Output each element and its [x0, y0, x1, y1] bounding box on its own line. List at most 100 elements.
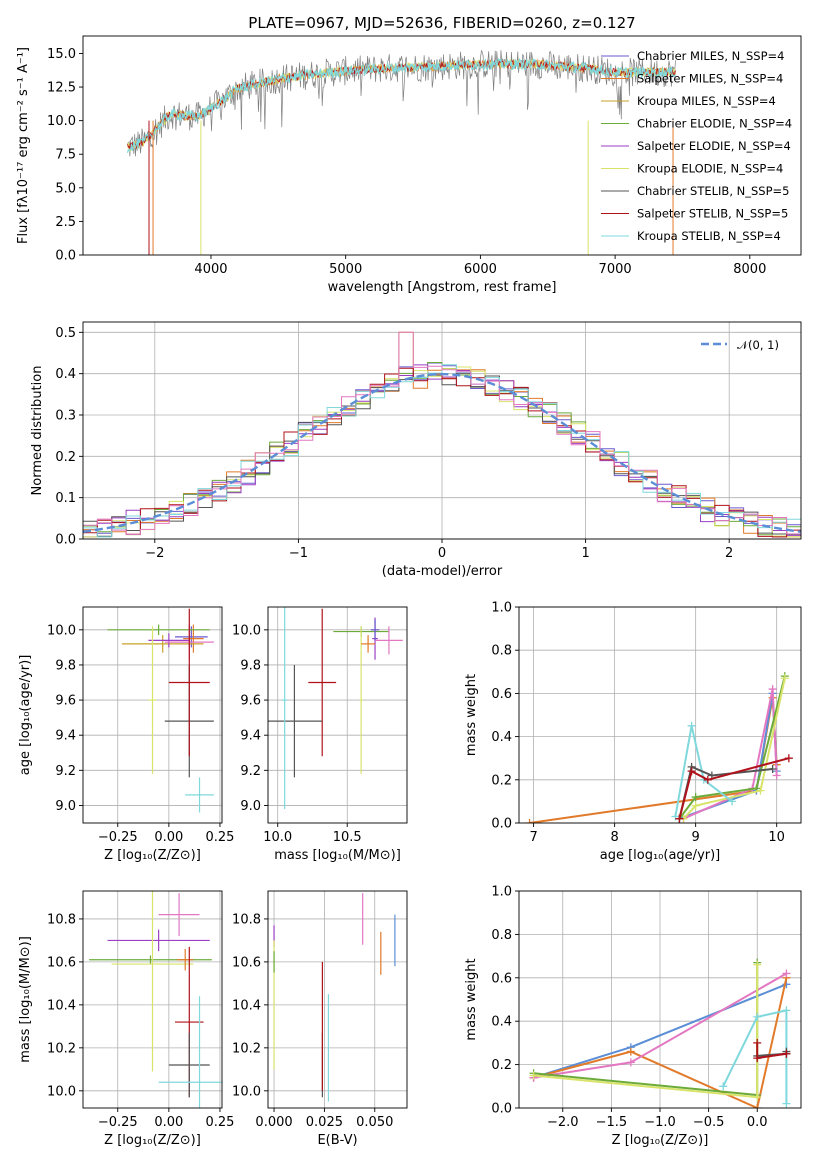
y-axis-label: mass weight [464, 958, 479, 1040]
legend-label-normal: 𝒩(0, 1) [737, 338, 779, 352]
y-axis-label: age [log₁₀(age/yr)] [18, 655, 33, 776]
weight-marker-ks [753, 1012, 762, 1021]
axes-frame [267, 606, 408, 824]
weight-line-sm [533, 977, 788, 1108]
y-tick-label: 0.8 [491, 644, 512, 659]
weight-marker-ke [753, 960, 762, 969]
spectrum-line [127, 49, 676, 157]
x-tick-label: 6000 [464, 262, 497, 277]
age-vs-metallicity-panel: −0.25 0.00 0.25 9.0 9.2 9.4 9.6 9.8 10.0 Z [log₁₀… [18, 606, 234, 863]
age-vs-mass-panel: 10.0 10.5 9.0 9.2 9.4 9.6 9.8 10.0 mass [log₁₀(M… [232, 606, 408, 863]
y-tick-label: 0.3 [55, 409, 76, 424]
y-tick-label: 9.6 [240, 694, 261, 709]
legend-label-cm: Chabrier MILES, N_SSP=4 [637, 49, 784, 63]
x-tick-label: 10.0 [263, 830, 292, 845]
y-tick-label: 9.4 [240, 729, 261, 744]
weight-marker-ss [753, 1038, 762, 1047]
axes-frame [82, 890, 223, 1109]
y-tick-label: 10.4 [47, 998, 76, 1013]
legend-label-cs: Chabrier STELIB, N_SSP=5 [637, 184, 789, 198]
y-tick-label: 0.2 [55, 450, 76, 465]
y-tick-label: 9.8 [55, 658, 76, 673]
weight-marker-pink [626, 1058, 635, 1067]
chart-title: PLATE=0967, MJD=52636, FIBERID=0260, z=0… [248, 14, 635, 32]
y-tick-label: 10.2 [232, 1041, 261, 1056]
x-tick-label: 0.025 [306, 1115, 343, 1130]
weight-marker-pink [772, 771, 781, 780]
weight-line-ce [533, 962, 759, 1097]
y-tick-label: 5.0 [55, 181, 76, 196]
plot-area [107, 608, 214, 813]
weight-marker-ss [675, 814, 684, 823]
x-tick-label: −1.5 [596, 1115, 628, 1130]
y-axis-label: mass [log₁₀(M/M⊙)] [18, 936, 33, 1063]
x-tick-label: 0.00 [154, 830, 183, 845]
weight-marker-sm [753, 1104, 762, 1108]
weight-line-ce [678, 675, 786, 820]
y-tick-label: 10.0 [47, 1084, 76, 1099]
legend-label-sm: Salpeter MILES, N_SSP=4 [637, 72, 783, 86]
x-tick-label: 4000 [194, 262, 227, 277]
y-tick-label: 0.4 [55, 367, 76, 382]
weight-marker-pink [782, 969, 791, 978]
legend-label-ss: Salpeter STELIB, N_SSP=5 [637, 207, 788, 221]
weight-marker-ss [782, 1049, 791, 1058]
y-tick-label: 0.2 [491, 1058, 512, 1073]
x-axis-label: Z [log₁₀(Z/Z⊙)] [104, 1133, 201, 1148]
legend-label-se: Salpeter ELODIE, N_SSP=4 [637, 139, 791, 153]
y-tick-label: 0.0 [491, 1102, 512, 1117]
y-tick-label: 10.0 [232, 1084, 261, 1099]
legend-label-ke: Kroupa ELODIE, N_SSP=4 [637, 162, 783, 176]
y-tick-label: 0.1 [55, 491, 76, 506]
x-tick-label: 8 [610, 830, 618, 845]
weight-marker-ss [703, 775, 712, 784]
x-tick-label: 10 [768, 830, 785, 845]
x-tick-label: −1.0 [644, 1115, 676, 1130]
y-tick-label: 0.4 [491, 1015, 512, 1030]
y-tick-label: 10.8 [232, 912, 261, 927]
legend-label-ce: Chabrier ELODIE, N_SSP=4 [637, 117, 792, 131]
weight-marker-ss [753, 1054, 762, 1063]
spectrum-line [126, 58, 676, 154]
y-tick-label: 10.0 [47, 623, 76, 638]
plot-area [273, 893, 396, 1102]
y-axis-label: Normed distribution [30, 366, 45, 496]
x-tick-label: 0.00 [154, 1115, 183, 1130]
x-tick-label: 1 [581, 546, 589, 561]
spectrum-panel: 4000 5000 6000 7000 8000 0.0 2.5 5.0 7.5 10.0 12.5… [16, 14, 802, 295]
normal-curve [83, 372, 801, 533]
weight-marker-ks [687, 721, 696, 730]
plot-area [529, 958, 791, 1108]
x-tick-label: 2 [725, 546, 733, 561]
y-tick-label: 0.6 [491, 971, 512, 986]
weight-line-pink [683, 688, 778, 820]
weight-marker-ss [687, 767, 696, 776]
y-tick-label: 15.0 [47, 47, 76, 62]
y-tick-label: 10.0 [232, 623, 261, 638]
x-tick-label: −0.25 [98, 1115, 138, 1130]
y-tick-label: 0.0 [491, 817, 512, 832]
weight-marker-ke [691, 801, 700, 810]
x-tick-label: 0.0 [747, 1115, 768, 1130]
x-tick-label: 7 [529, 830, 537, 845]
weight-marker-ce [691, 793, 700, 802]
weight-marker-pink [768, 685, 777, 694]
weight-marker-ks [719, 1082, 728, 1091]
x-tick-label: −1 [289, 546, 308, 561]
y-tick-label: 9.8 [240, 658, 261, 673]
legend-label-km: Kroupa MILES, N_SSP=4 [637, 94, 776, 108]
weight-vs-metallicity-panel: −2.0 −1.5 −1.0 −0.5 0.0 0.0 0.2 0.4 0.6 0.8 1.0 Z [… [464, 885, 802, 1148]
y-tick-label: 10.6 [232, 955, 261, 970]
weight-vs-age-panel: 7 8 9 10 0.0 0.2 0.4 0.6 0.8 1.0 age [log₁₀(age/yr… [464, 601, 802, 863]
y-tick-label: 0.0 [55, 533, 76, 548]
weight-marker-ks [782, 1006, 791, 1015]
x-tick-label: −2 [145, 546, 164, 561]
y-tick-label: 0.4 [491, 730, 512, 745]
weight-marker-ks [671, 812, 680, 821]
x-tick-label: 5000 [329, 262, 362, 277]
y-tick-label: 10.6 [47, 955, 76, 970]
x-tick-label: 9 [692, 830, 700, 845]
axes-frame [267, 890, 408, 1109]
axes-frame [82, 35, 802, 256]
